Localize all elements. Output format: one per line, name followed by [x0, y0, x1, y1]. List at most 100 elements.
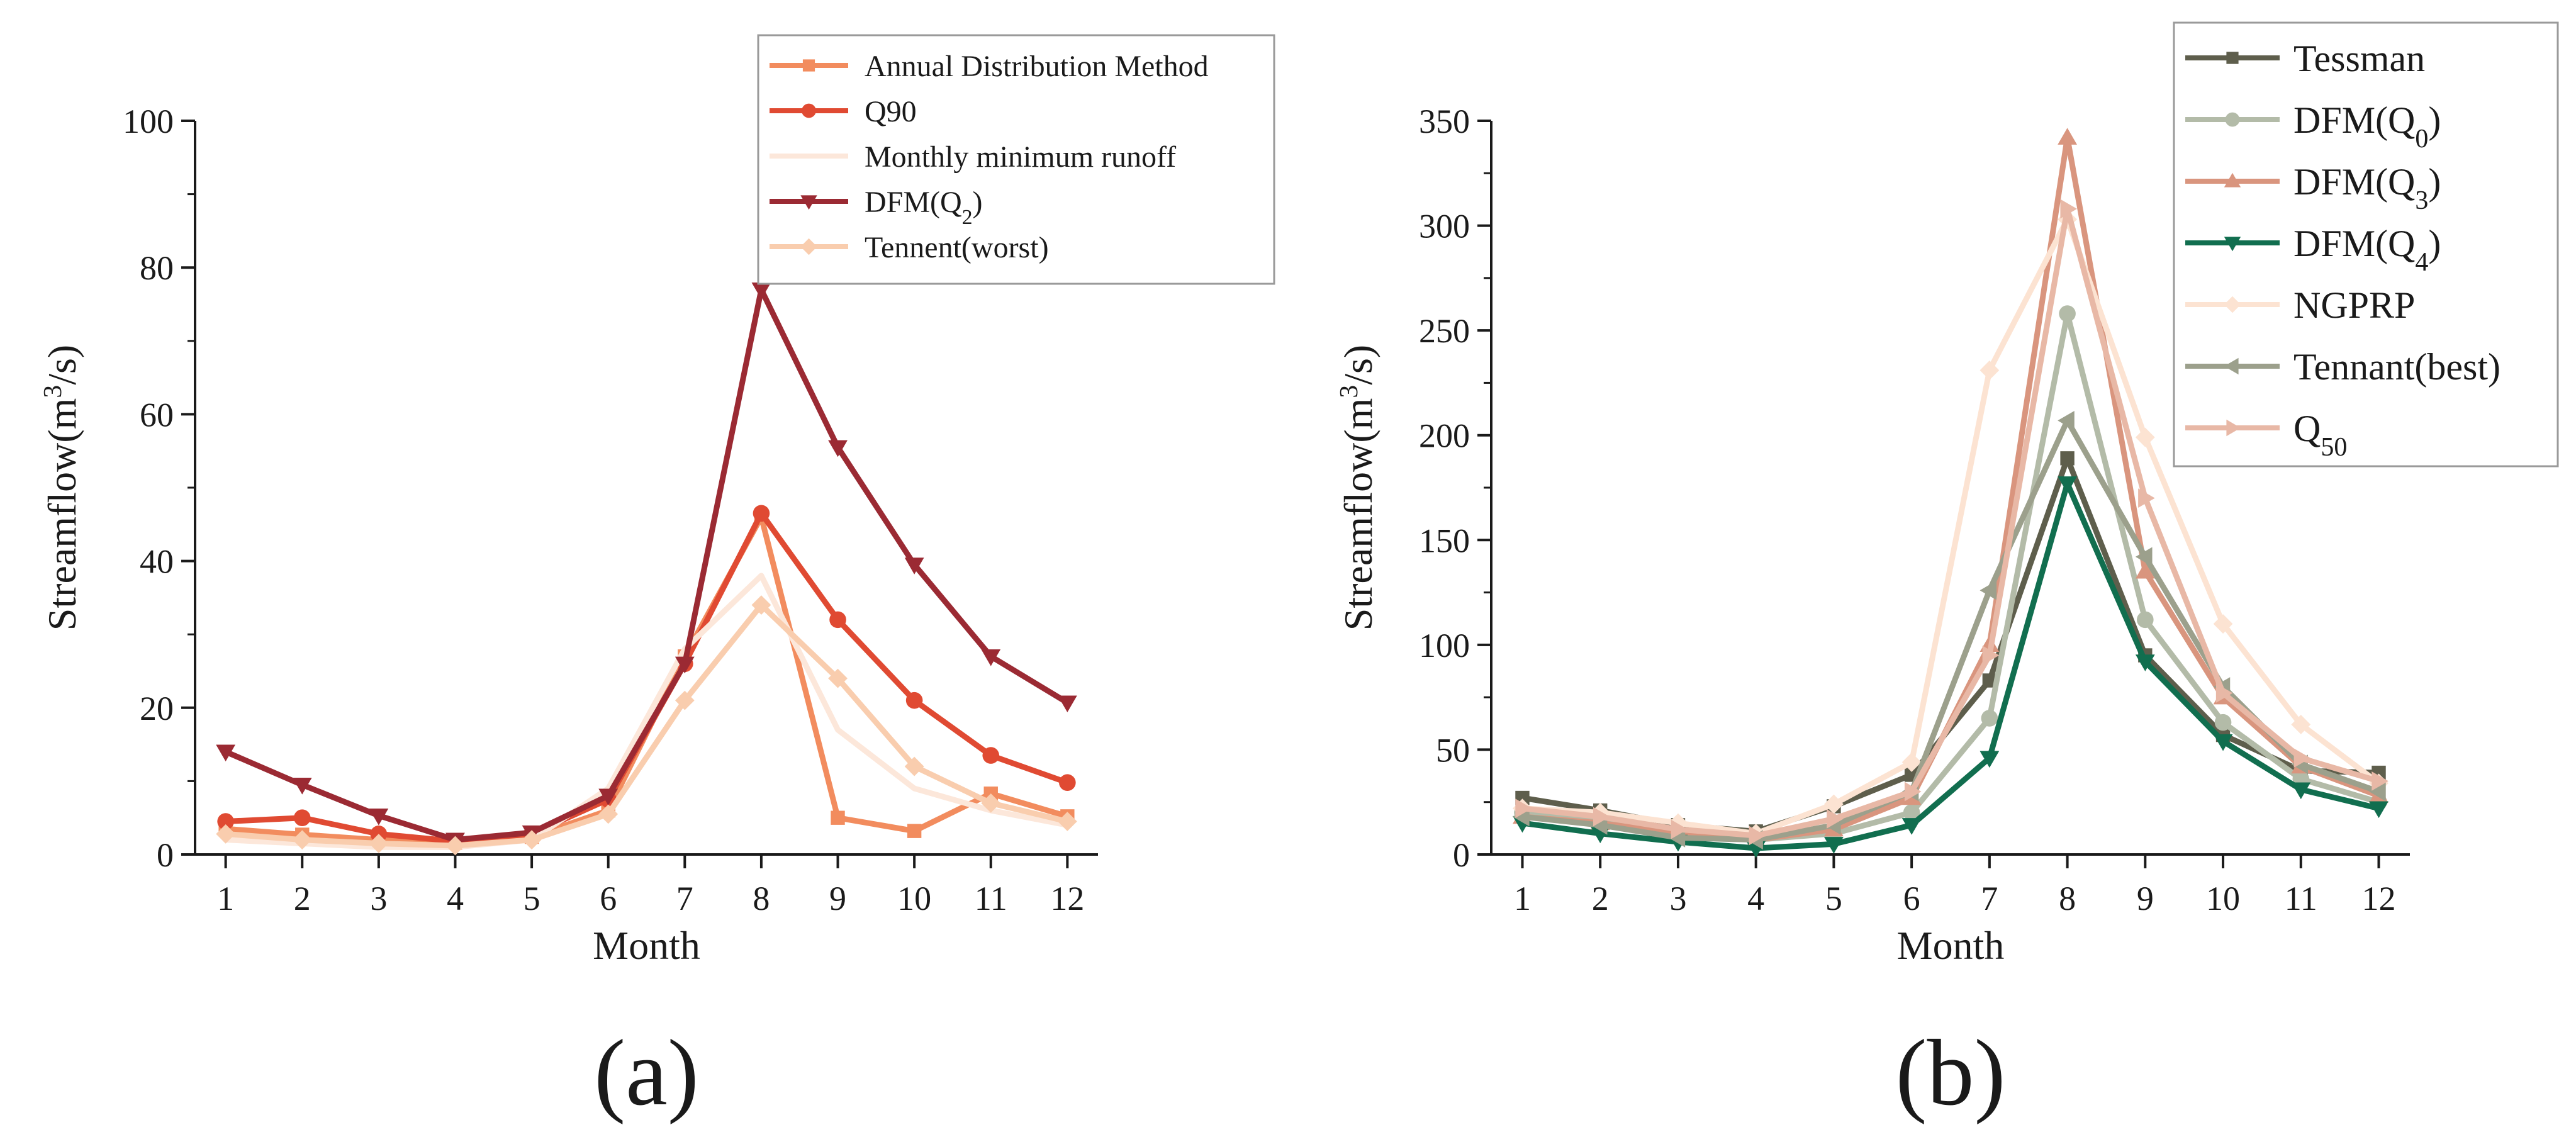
data-point — [905, 692, 923, 709]
data-point — [2058, 410, 2075, 430]
y-tick-label: 150 — [1419, 522, 1470, 559]
y-tick-label: 50 — [1436, 731, 1470, 769]
legend: TessmanDFM(Q0)DFM(Q3)DFM(Q4)NGPRPTennant… — [2173, 21, 2559, 468]
data-point — [2213, 734, 2233, 751]
y-axis-title: Streamflow(m3/s) — [1334, 345, 1380, 630]
series-tennant-best- — [1513, 410, 2386, 850]
x-tick-label: 10 — [2206, 880, 2240, 917]
data-point — [1901, 753, 1922, 772]
x-tick-label: 1 — [1514, 880, 1531, 917]
series-tennent-worst- — [216, 595, 1077, 856]
data-point — [1671, 819, 1688, 839]
data-point — [1980, 361, 2000, 380]
legend-item: Tennant(best) — [2185, 346, 2500, 388]
data-point — [2135, 547, 2153, 567]
y-tick-label: 80 — [140, 249, 174, 287]
data-point — [981, 649, 1001, 666]
x-tick-label: 11 — [2285, 880, 2317, 917]
data-point — [675, 656, 695, 674]
legend-swatch-marker — [2226, 419, 2241, 437]
legend-item: Monthly minimum runoff — [770, 140, 1176, 174]
data-point — [1903, 804, 1920, 821]
x-tick-label: 12 — [2362, 880, 2396, 917]
x-axis-title: Month — [1897, 923, 2005, 968]
x-tick-label: 7 — [1981, 880, 1998, 917]
data-point — [2369, 801, 2388, 819]
data-point — [445, 836, 465, 856]
data-point — [1827, 809, 1844, 829]
y-tick-label: 40 — [140, 543, 174, 581]
x-tick-label: 8 — [753, 880, 770, 917]
data-point — [982, 747, 1000, 764]
data-point — [1749, 826, 1766, 846]
data-point — [1824, 837, 1844, 854]
data-point — [216, 824, 236, 844]
data-point — [2214, 714, 2232, 731]
data-point — [2058, 476, 2077, 493]
data-point — [2369, 781, 2386, 802]
x-tick-label: 3 — [370, 880, 387, 917]
x-tick-label: 2 — [294, 880, 311, 917]
data-point — [2135, 427, 2155, 447]
data-point — [2291, 715, 2311, 734]
data-point — [598, 788, 619, 806]
legend-item: Tessman — [2185, 38, 2425, 79]
legend-swatch-marker — [2224, 237, 2241, 252]
legend-label: Tennent(worst) — [865, 231, 1049, 264]
data-point — [751, 282, 771, 300]
x-tick-label: 9 — [2137, 880, 2154, 917]
x-tick-label: 8 — [2059, 880, 2076, 917]
legend-swatch-marker — [2224, 357, 2239, 375]
x-tick-label: 9 — [829, 880, 846, 917]
legend-swatch-marker — [2224, 172, 2241, 188]
data-point — [2060, 451, 2075, 466]
data-point — [369, 809, 389, 826]
legend-label: NGPRP — [2293, 284, 2415, 326]
data-point — [1057, 812, 1077, 831]
legend-item: Tennent(worst) — [770, 231, 1049, 264]
data-point — [907, 824, 922, 838]
data-point — [675, 690, 695, 710]
data-point — [1980, 751, 2000, 768]
legend-box — [757, 34, 1275, 285]
series-line — [1519, 455, 2382, 834]
legend-swatch-marker — [2225, 112, 2240, 127]
data-point — [1059, 774, 1076, 792]
data-point — [1980, 580, 1997, 600]
x-tick-label: 11 — [975, 880, 1007, 917]
series-line — [223, 573, 1070, 850]
x-tick-label: 5 — [524, 880, 540, 917]
data-point — [904, 756, 924, 776]
legend-label: Monthly minimum runoff — [865, 140, 1176, 174]
data-point — [2372, 771, 2388, 791]
y-tick-label: 300 — [1419, 208, 1470, 245]
data-point — [828, 440, 848, 457]
series-dfm-q2- — [216, 282, 1077, 850]
data-point — [751, 595, 771, 615]
x-tick-label: 6 — [1903, 880, 1920, 917]
legend-label: Annual Distribution Method — [865, 50, 1209, 83]
data-point — [831, 810, 845, 825]
y-tick-label: 200 — [1419, 417, 1470, 455]
series-dfm-q4- — [1513, 476, 2388, 858]
series-line — [1519, 480, 2382, 851]
data-point — [2293, 748, 2311, 768]
legend-swatch-marker — [800, 195, 817, 210]
data-point — [1981, 710, 1998, 727]
series-tessman — [1515, 451, 2386, 839]
x-tick-label: 10 — [897, 880, 931, 917]
x-tick-label: 4 — [447, 880, 464, 917]
legend-item: Q90 — [770, 95, 917, 128]
x-axis-title: Month — [593, 923, 700, 968]
series-q50 — [1515, 199, 2388, 846]
legend-item: NGPRP — [2185, 284, 2415, 326]
data-point — [292, 778, 312, 795]
data-point — [522, 830, 542, 850]
series-line — [1519, 417, 2382, 843]
data-point — [753, 505, 770, 522]
data-point — [1982, 646, 2000, 665]
data-point — [217, 813, 234, 830]
data-point — [1982, 673, 1997, 688]
